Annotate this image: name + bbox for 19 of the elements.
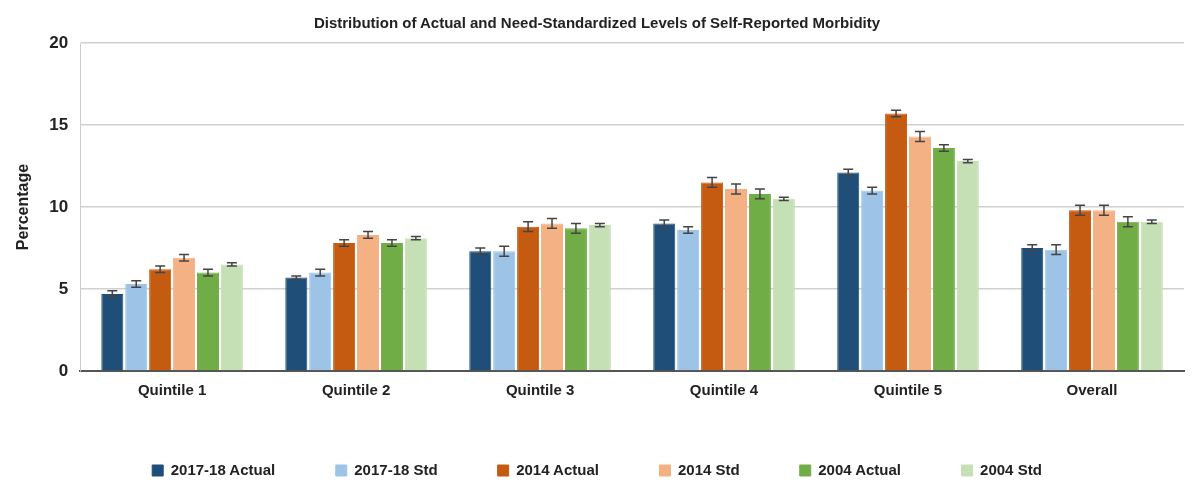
y-tick-label: 10 (49, 196, 69, 216)
y-tick-label: 20 (49, 32, 69, 52)
y-tick-label: 0 (58, 360, 69, 380)
legend-label: 2014 Std (678, 460, 740, 478)
y-axis-title: Percentage (14, 163, 32, 251)
x-tick-label: Quintile 3 (505, 381, 575, 399)
chart-title: Distribution of Actual and Need-Standardized Levels of Self-Reported Morbidity (313, 14, 881, 32)
x-tick-label: Quintile 2 (321, 381, 391, 399)
legend-label: 2017-18 Std (354, 460, 438, 478)
legend-label: 2014 Actual (516, 460, 599, 478)
legend-label: 2017-18 Actual (170, 460, 276, 478)
legend-label: 2004 Std (980, 460, 1042, 478)
x-tick-label: Quintile 4 (689, 381, 759, 399)
x-tick-label: Overall (1066, 381, 1118, 399)
y-tick-label: 15 (49, 114, 69, 134)
x-tick-label: Quintile 5 (873, 381, 943, 399)
legend-label: 2004 Actual (818, 460, 902, 478)
x-tick-label: Quintile 1 (137, 381, 207, 399)
y-tick-label: 5 (58, 278, 69, 298)
